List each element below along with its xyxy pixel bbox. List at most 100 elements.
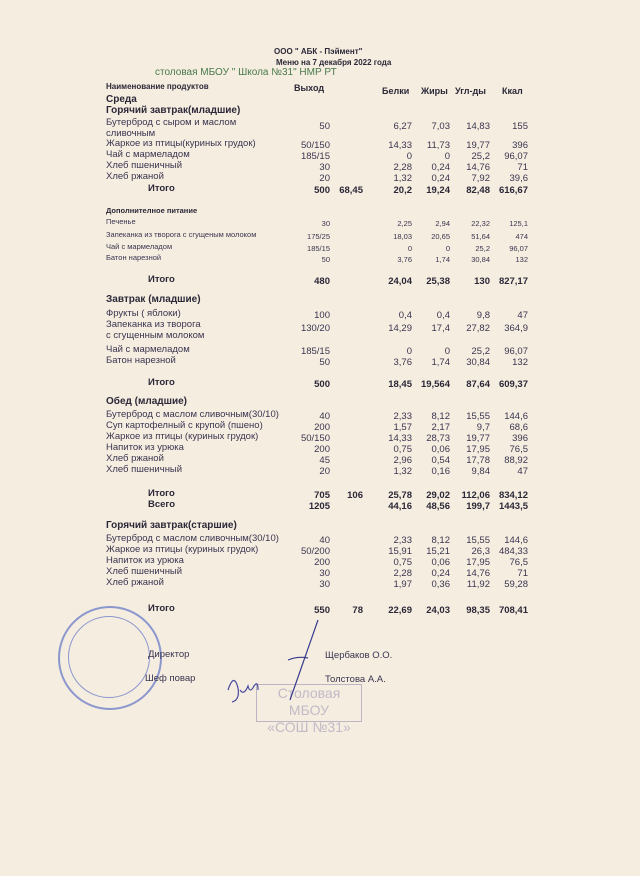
item-u: 14,76: [466, 568, 490, 579]
item-out: 200: [314, 444, 330, 455]
item-name: Печенье: [106, 217, 136, 226]
item-out: 50: [321, 255, 330, 264]
org-name: ООО " АБК - Пэймент": [274, 47, 363, 56]
total-label: Всего: [148, 499, 176, 510]
item-out: 185/15: [300, 346, 330, 357]
item-out: 200: [314, 557, 330, 568]
item-u: 51,64: [471, 232, 490, 241]
item-b: 2,28: [393, 568, 413, 579]
item-out: 40: [319, 411, 330, 422]
total-out: 1205: [308, 501, 330, 512]
total-out: 480: [314, 276, 330, 287]
item-b: 3,76: [397, 255, 412, 264]
total-j: 25,38: [426, 276, 450, 287]
col-protein: Белки: [382, 86, 410, 96]
item-j: 2,17: [431, 422, 451, 433]
item-out: 20: [319, 173, 330, 184]
item-name: Батон нарезной: [106, 355, 176, 366]
item-name: Хлеб ржаной: [106, 577, 164, 588]
item-k: 96,07: [504, 346, 528, 357]
item-name: Хлеб пшеничный: [106, 160, 183, 171]
item-b: 1,97: [393, 579, 413, 590]
item-k: 396: [512, 433, 528, 444]
total-b: 44,16: [388, 501, 412, 512]
director-signature: [287, 619, 319, 701]
total-j: 29,02: [426, 490, 450, 501]
col-name: Наименование продуктов: [106, 82, 209, 91]
item-name: Бутерброд с маслом сливочным(30/10): [106, 533, 279, 544]
item-k: 125,1: [509, 219, 528, 228]
item-k: 88,92: [504, 455, 528, 466]
item-out: 185/15: [307, 244, 330, 253]
total-extra: 106: [347, 490, 363, 501]
item-b: 1,32: [393, 173, 413, 184]
item-u: 25,2: [471, 151, 491, 162]
item-j: 0,4: [436, 310, 450, 321]
item-u: 14,83: [466, 121, 490, 132]
item-u: 9,7: [476, 422, 490, 433]
item-b: 2,96: [393, 455, 413, 466]
item-j: 8,12: [431, 411, 451, 422]
item-b: 2,33: [393, 535, 413, 546]
item-name: Хлеб пшеничный: [106, 566, 183, 577]
item-b: 2,28: [393, 162, 413, 173]
item-name: Суп картофелный с крупой (пшено): [106, 420, 263, 431]
item-out: 30: [321, 219, 330, 228]
item-k: 47: [517, 310, 528, 321]
canteen-title: столовая МБОУ " Школа №31" НМР РТ: [155, 67, 337, 78]
total-k: 708,41: [498, 605, 528, 616]
item-name: Напиток из урюка: [106, 442, 184, 453]
item-u: 14,76: [466, 162, 490, 173]
section-title: Горячий завтрак(младшие): [106, 105, 241, 116]
total-out: 500: [314, 185, 330, 196]
item-k: 364,9: [504, 323, 528, 334]
item-out: 130/20: [300, 323, 330, 334]
item-j: 28,73: [426, 433, 450, 444]
total-out: 550: [314, 605, 330, 616]
section-title: Обед (младшие): [106, 396, 188, 407]
item-out: 30: [319, 162, 330, 173]
item-b: 6,27: [393, 121, 413, 132]
item-u: 7,92: [471, 173, 491, 184]
item-name: Чай с мармеладом: [106, 149, 190, 160]
item-b: 0,75: [393, 557, 413, 568]
total-k: 834,12: [498, 490, 528, 501]
item-j: 0: [444, 151, 450, 162]
total-extra: 78: [352, 605, 363, 616]
item-k: 96,07: [509, 244, 528, 253]
item-b: 18,03: [393, 232, 412, 241]
item-out: 100: [314, 310, 330, 321]
col-output: Выход: [294, 83, 325, 93]
item-name: Хлеб пшеничный: [106, 464, 183, 475]
total-out: 500: [314, 379, 330, 390]
item-k: 474: [515, 232, 528, 241]
item-k: 155: [512, 121, 528, 132]
item-u: 30,84: [471, 255, 490, 264]
item-name: Чай с мармеладом: [106, 344, 190, 355]
item-k: 39,6: [509, 173, 529, 184]
item-u: 17,95: [466, 557, 490, 568]
item-j: 17,4: [431, 323, 451, 334]
item-j: 0,06: [431, 557, 451, 568]
item-out: 185/15: [300, 151, 330, 162]
col-carbs: Угл-ды: [455, 86, 486, 96]
director-label: Директор: [148, 649, 190, 660]
total-b: 24,04: [388, 276, 412, 287]
item-j: 0,24: [431, 568, 451, 579]
item-k: 132: [515, 255, 528, 264]
item-b: 0,4: [398, 310, 412, 321]
item-k: 144,6: [504, 535, 528, 546]
total-u: 82,48: [466, 185, 490, 196]
rect-stamp-line2: «СОШ №31»: [267, 719, 351, 735]
total-j: 19,24: [426, 185, 450, 196]
item-out: 45: [319, 455, 330, 466]
section-title: Дополнителное питание: [106, 206, 198, 215]
item-name-cont: сливочным: [106, 128, 156, 139]
item-b: 3,76: [393, 357, 413, 368]
total-k: 616,67: [498, 185, 528, 196]
director-name: Щербаков О.О.: [325, 650, 393, 661]
item-name: Батон нарезной: [106, 253, 162, 262]
item-k: 96,07: [504, 151, 528, 162]
total-label: Итого: [148, 377, 175, 388]
item-u: 30,84: [466, 357, 490, 368]
